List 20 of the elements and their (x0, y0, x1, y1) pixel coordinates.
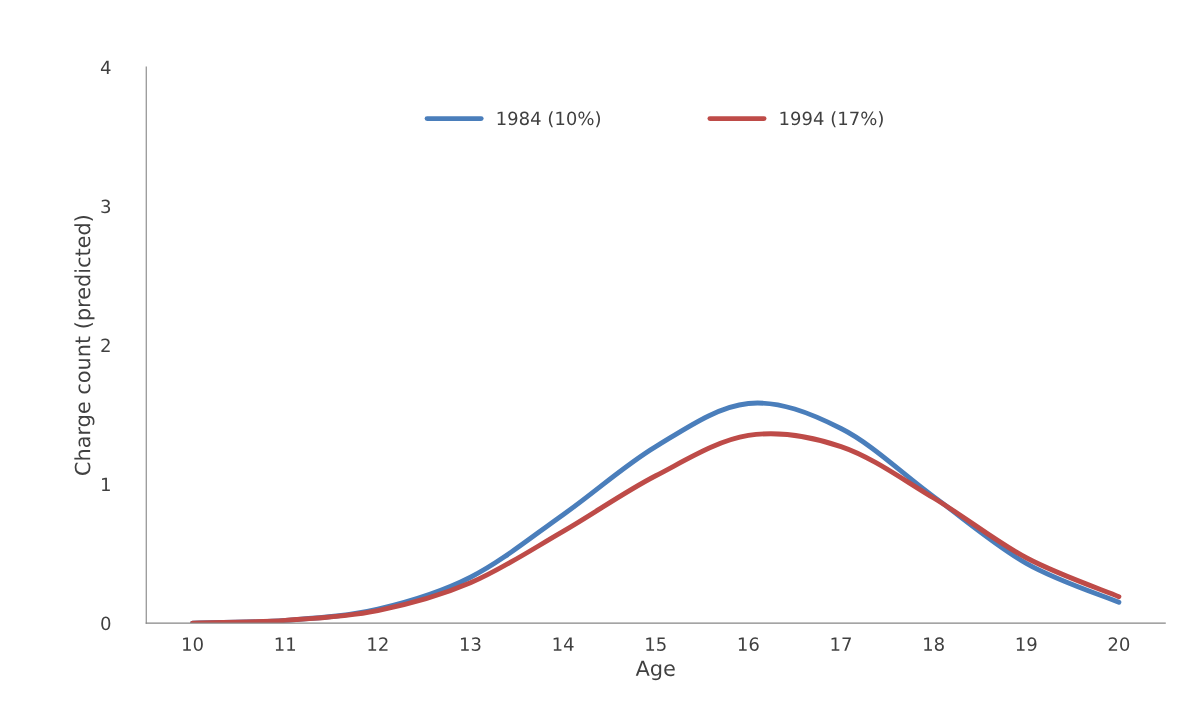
y-tick-label: 4 (100, 60, 111, 75)
y-tick-label: 1 (102, 477, 110, 491)
x-tick-label: 12 (368, 637, 388, 651)
y-axis-title: Charge count (predicted) (74, 215, 95, 475)
y-tick-label: 3 (101, 199, 111, 214)
x-tick-label: 18 (924, 637, 944, 651)
x-tick-label: 11 (275, 637, 296, 651)
x-tick-label: 16 (738, 637, 759, 651)
x-tick-label: 20 (1108, 637, 1130, 651)
legend-label: 1994 (17%) (780, 111, 883, 128)
x-tick-label: 13 (460, 637, 481, 651)
x-tick-label: 10 (183, 637, 203, 651)
x-tick-label: 15 (646, 637, 666, 651)
x-tick-label: 14 (553, 637, 574, 651)
x-tick-label: 17 (831, 637, 851, 651)
legend-label: 1984 (10%) (497, 111, 601, 128)
y-tick-label: 0 (101, 616, 111, 631)
x-tick-label: 19 (1016, 637, 1037, 651)
y-tick-label: 2 (101, 338, 110, 352)
x-axis-title: Age (635, 660, 675, 681)
